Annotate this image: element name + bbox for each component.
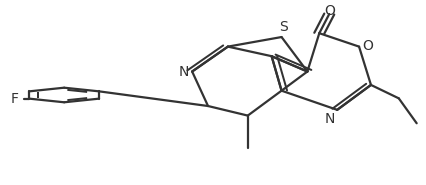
Text: N: N bbox=[324, 112, 334, 126]
Text: S: S bbox=[279, 20, 288, 34]
Text: O: O bbox=[323, 4, 334, 18]
Text: F: F bbox=[11, 92, 19, 106]
Text: N: N bbox=[178, 65, 188, 78]
Text: O: O bbox=[362, 39, 372, 53]
